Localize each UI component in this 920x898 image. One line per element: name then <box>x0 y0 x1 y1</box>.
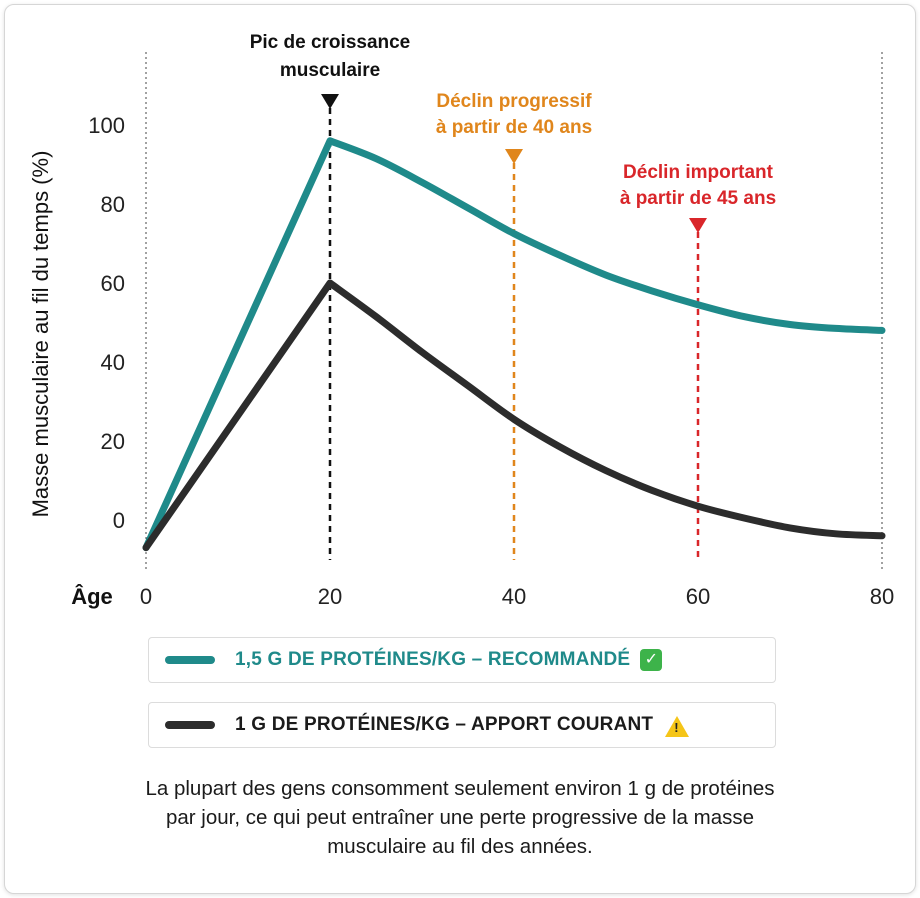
annotation-guides <box>321 94 707 560</box>
annotation-label-1-1: à partir de 40 ans <box>436 117 592 138</box>
footnote: La plupart des gens consomment seulement… <box>40 774 880 861</box>
y-tick-40: 40 <box>101 350 125 375</box>
legend-swatch-current <box>165 721 215 729</box>
series-lines <box>142 137 886 552</box>
x-tick-labels: 0 20 40 60 80 <box>140 584 894 609</box>
annotation-marker-0 <box>321 94 339 109</box>
y-tick-60: 60 <box>101 271 125 296</box>
legend-label-recommended: 1,5 G DE PROTÉINES/KG – RECOMMANDÉ <box>235 649 631 670</box>
y-tick-labels: 0 20 40 60 80 100 <box>88 113 125 533</box>
legend-label-current: 1 G DE PROTÉINES/KG – APPORT COURANT <box>235 714 654 735</box>
annotation-labels: Pic de croissance musculaire Déclin progre… <box>250 32 776 209</box>
footnote-line-2: par jour, ce qui peut entraîner une pert… <box>165 806 754 829</box>
x-tick-80: 80 <box>870 584 894 609</box>
legend-item-current: 1 G DE PROTÉINES/KG – APPORT COURANT ! <box>148 702 776 748</box>
y-axis-label: Masse musculaire au fil du temps (%) <box>28 151 53 518</box>
check-icon: ✓ <box>640 649 663 671</box>
x-tick-20: 20 <box>318 584 342 609</box>
annotation-label-1-0: Déclin progressif <box>436 91 592 112</box>
chart-canvas: 0 20 40 60 80 100 0 20 40 60 80 Pic de croissance… <box>28 32 894 609</box>
legend-swatch-recommended <box>165 656 215 664</box>
footnote-line-3: musculaire au fil des années. <box>327 835 593 858</box>
warning-icon: ! <box>665 715 690 737</box>
annotation-label-0-1: musculaire <box>280 60 380 81</box>
footnote-line-1: La plupart des gens consomment seulement… <box>145 777 775 800</box>
x-tick-60: 60 <box>686 584 710 609</box>
legend-item-recommended: 1,5 G DE PROTÉINES/KG – RECOMMANDÉ ✓ <box>148 637 776 683</box>
x-axis-label: Âge <box>71 584 113 609</box>
y-tick-100: 100 <box>88 113 125 138</box>
annotation-marker-1 <box>505 149 523 164</box>
series-line-1 <box>142 279 886 552</box>
y-tick-0: 0 <box>113 508 125 533</box>
series-line-0 <box>142 137 886 552</box>
annotation-marker-2 <box>689 218 707 233</box>
y-tick-20: 20 <box>101 429 125 454</box>
plot-frame <box>145 52 883 570</box>
annotation-label-2-1: à partir de 45 ans <box>620 188 776 209</box>
annotation-label-0-0: Pic de croissance <box>250 32 411 53</box>
x-tick-40: 40 <box>502 584 526 609</box>
y-tick-80: 80 <box>101 192 125 217</box>
annotation-label-2-0: Déclin important <box>623 162 774 183</box>
x-tick-0: 0 <box>140 584 152 609</box>
